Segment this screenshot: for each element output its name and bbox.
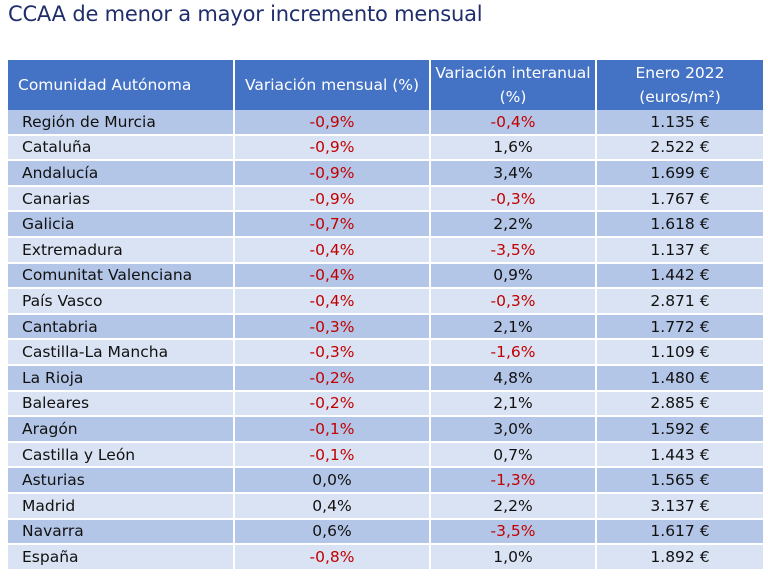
cell-variacion-interanual: -1,6% (430, 339, 597, 366)
cell-variacion-mensual: -0,3% (234, 313, 431, 341)
cell-variacion-interanual: 2,2% (430, 211, 597, 238)
header-variacion-mensual: Variación mensual (%) (234, 60, 431, 110)
cell-precio: 1.892 € (596, 544, 763, 569)
cell-precio: 1.135 € (596, 110, 763, 136)
cell-region: Castilla y León (8, 441, 235, 469)
cell-region: Cataluña (8, 134, 235, 162)
table-row: España -0,8% 1,0% 1.892 € (8, 544, 763, 569)
cell-variacion-interanual: 2,1% (430, 313, 597, 341)
table-row: Castilla y León -0,1% 0,7% 1.443 € (8, 441, 763, 469)
table-row: Canarias -0,9% -0,3% 1.767 € (8, 185, 763, 213)
page-title: CCAA de menor a mayor incremento mensual (8, 2, 483, 26)
cell-variacion-mensual: -0,9% (234, 110, 431, 136)
cell-variacion-mensual: -0,1% (234, 441, 431, 469)
cell-variacion-interanual: -0,3% (430, 288, 597, 315)
cell-variacion-interanual: 0,9% (430, 262, 597, 290)
cell-region: Canarias (8, 185, 235, 213)
cell-variacion-mensual: -0,9% (234, 185, 431, 213)
cell-variacion-mensual: -0,4% (234, 288, 431, 315)
cell-precio: 1.592 € (596, 416, 763, 443)
table-row: Asturias 0,0% -1,3% 1.565 € (8, 467, 763, 494)
cell-variacion-interanual: 2,2% (430, 492, 597, 520)
table-row: Cantabria -0,3% 2,1% 1.772 € (8, 313, 763, 341)
cell-precio: 1.137 € (596, 236, 763, 264)
cell-region: Madrid (8, 492, 235, 520)
cell-precio: 1.480 € (596, 364, 763, 392)
cell-variacion-interanual: 4,8% (430, 364, 597, 392)
cell-region: Navarra (8, 518, 235, 546)
table-row: La Rioja -0,2% 4,8% 1.480 € (8, 364, 763, 392)
cell-region: Asturias (8, 467, 235, 494)
table-row: Aragón -0,1% 3,0% 1.592 € (8, 416, 763, 443)
table-row: Navarra 0,6% -3,5% 1.617 € (8, 518, 763, 546)
table-row: Extremadura -0,4% -3,5% 1.137 € (8, 236, 763, 264)
cell-variacion-mensual: -0,2% (234, 390, 431, 418)
header-enero-2022: Enero 2022 (euros/m²) (596, 60, 763, 110)
table-row: Baleares -0,2% 2,1% 2.885 € (8, 390, 763, 418)
cell-variacion-interanual: 3,4% (430, 160, 597, 187)
cell-precio: 1.699 € (596, 160, 763, 187)
cell-variacion-mensual: -0,8% (234, 544, 431, 569)
cell-precio: 1.767 € (596, 185, 763, 213)
cell-region: Castilla-La Mancha (8, 339, 235, 366)
cell-precio: 1.617 € (596, 518, 763, 546)
cell-variacion-interanual: -1,3% (430, 467, 597, 494)
table-row: Castilla-La Mancha -0,3% -1,6% 1.109 € (8, 339, 763, 366)
cell-variacion-mensual: -0,4% (234, 262, 431, 290)
cell-variacion-interanual: -3,5% (430, 518, 597, 546)
table-row: Andalucía -0,9% 3,4% 1.699 € (8, 160, 763, 187)
table-row: Galicia -0,7% 2,2% 1.618 € (8, 211, 763, 238)
cell-variacion-interanual: -0,3% (430, 185, 597, 213)
cell-precio: 1.772 € (596, 313, 763, 341)
cell-variacion-interanual: 1,6% (430, 134, 597, 162)
cell-variacion-mensual: 0,6% (234, 518, 431, 546)
cell-region: La Rioja (8, 364, 235, 392)
cell-variacion-mensual: -0,3% (234, 339, 431, 366)
cell-region: Cantabria (8, 313, 235, 341)
cell-variacion-mensual: -0,4% (234, 236, 431, 264)
header-variacion-interanual: Variación interanual (%) (430, 60, 597, 110)
cell-variacion-mensual: -0,9% (234, 134, 431, 162)
table-row: Región de Murcia -0,9% -0,4% 1.135 € (8, 110, 763, 136)
table-header-row: Comunidad Autónoma Variación mensual (%)… (8, 60, 763, 110)
cell-region: Galicia (8, 211, 235, 238)
cell-region: Comunitat Valenciana (8, 262, 235, 290)
cell-region: Andalucía (8, 160, 235, 187)
cell-variacion-interanual: -3,5% (430, 236, 597, 264)
cell-variacion-mensual: -0,2% (234, 364, 431, 392)
cell-variacion-mensual: -0,7% (234, 211, 431, 238)
cell-region: Aragón (8, 416, 235, 443)
cell-region: País Vasco (8, 288, 235, 315)
cell-variacion-mensual: 0,0% (234, 467, 431, 494)
table-body: Región de Murcia -0,9% -0,4% 1.135 € Cataluñ… (8, 110, 763, 569)
cell-precio: 2.871 € (596, 288, 763, 315)
cell-precio: 1.618 € (596, 211, 763, 238)
cell-variacion-interanual: -0,4% (430, 110, 597, 136)
cell-precio: 2.522 € (596, 134, 763, 162)
cell-variacion-interanual: 0,7% (430, 441, 597, 469)
cell-precio: 1.443 € (596, 441, 763, 469)
cell-variacion-interanual: 2,1% (430, 390, 597, 418)
cell-precio: 3.137 € (596, 492, 763, 520)
cell-region: España (8, 544, 235, 569)
cell-precio: 1.565 € (596, 467, 763, 494)
cell-variacion-mensual: -0,9% (234, 160, 431, 187)
cell-precio: 1.109 € (596, 339, 763, 366)
cell-variacion-mensual: -0,1% (234, 416, 431, 443)
table-row: País Vasco -0,4% -0,3% 2.871 € (8, 288, 763, 315)
cell-precio: 1.442 € (596, 262, 763, 290)
table-row: Cataluña -0,9% 1,6% 2.522 € (8, 134, 763, 162)
cell-precio: 2.885 € (596, 390, 763, 418)
table-row: Comunitat Valenciana -0,4% 0,9% 1.442 € (8, 262, 763, 290)
table-row: Madrid 0,4% 2,2% 3.137 € (8, 492, 763, 520)
cell-variacion-interanual: 3,0% (430, 416, 597, 443)
cell-variacion-mensual: 0,4% (234, 492, 431, 520)
cell-region: Extremadura (8, 236, 235, 264)
cell-region: Baleares (8, 390, 235, 418)
regions-table: Comunidad Autónoma Variación mensual (%)… (8, 60, 763, 569)
cell-variacion-interanual: 1,0% (430, 544, 597, 569)
header-comunidad: Comunidad Autónoma (8, 60, 235, 110)
cell-region: Región de Murcia (8, 110, 235, 136)
